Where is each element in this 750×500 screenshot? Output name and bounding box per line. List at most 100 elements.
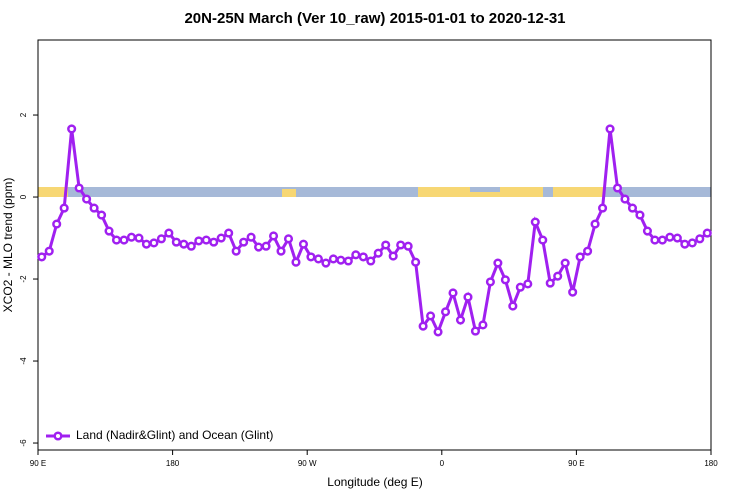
series-line [40,128,709,336]
data-point [612,183,623,193]
data-point [104,226,114,236]
data-point [186,241,196,251]
data-point [298,239,309,249]
plot-frame [37,39,712,451]
data-point [231,246,241,256]
data-point [605,124,615,134]
data-point [111,235,122,245]
data-point [156,234,166,244]
data-point [97,210,107,220]
data-point [598,203,608,213]
data-point [620,194,630,204]
x-tick-label: 180 [166,459,180,468]
data-point [74,183,84,193]
data-point [59,203,69,213]
y-tick-label: 0 [19,194,28,199]
y-axis-label: XCO2 - MLO trend (ppm) [1,178,15,313]
data-point [283,234,294,244]
data-point [261,241,271,251]
data-point [52,219,62,229]
land-mask [38,187,711,197]
data-point [306,252,316,262]
data-point [343,256,353,266]
land-patch [38,187,68,197]
data-point [463,292,473,302]
data-point [508,301,518,311]
x-tick-label: 180 [704,459,718,468]
data-point [478,320,488,330]
data-point [545,278,555,288]
x-tick-label: 90 W [298,459,317,468]
legend-label: Land (Nadir&Glint) and Ocean (Glint) [76,428,273,442]
data-point [321,258,331,268]
data-point [680,239,690,249]
data-point [246,232,256,242]
data-point [672,233,682,243]
data-point [209,237,219,247]
data-point [403,241,413,251]
data-point [493,258,503,268]
data-point [590,219,600,229]
data-point [583,246,593,256]
data-point [411,257,421,267]
data-point [89,203,99,213]
data-point [82,194,92,204]
data-point [179,239,189,249]
data-point [358,252,368,262]
data-point [216,233,226,243]
data-point [239,237,249,247]
data-point [119,235,129,245]
data-point [134,233,144,243]
data-point [448,288,458,298]
x-tick-label: 90 E [568,459,584,468]
data-point [702,228,712,238]
data-point [141,239,151,249]
x-axis-label: Longitude (deg E) [327,475,422,489]
data-point [695,234,705,244]
y-tick-label: -6 [19,439,28,447]
data-point [568,287,578,297]
legend-marker [53,431,63,441]
x-tick-label: 90 E [30,459,46,468]
data-point [388,251,398,261]
data-point [67,124,77,134]
data-point [538,235,548,245]
x-tick-label: 0 [440,459,445,468]
data-point [201,235,211,245]
data-point [149,238,159,248]
data-point [396,240,406,250]
data-point [313,254,323,264]
land-patch [282,189,296,197]
chart-title: 20N-25N March (Ver 10_raw) 2015-01-01 to… [184,10,565,27]
data-point [470,326,481,336]
data-point [328,254,338,264]
data-point [523,279,533,289]
data-point [560,258,570,268]
land-patch [553,187,605,197]
data-point [635,210,645,220]
data-point [687,238,697,248]
data-point [455,315,466,325]
data-point [373,248,383,258]
y-tick-label: -4 [19,357,28,365]
y-tick-label: -2 [19,275,28,283]
data-point [44,246,54,256]
data-point [485,277,495,287]
data-point [37,252,47,262]
data-point [291,257,301,267]
data-point [418,321,428,331]
data-point [171,237,181,247]
data-point [530,217,540,227]
data-point [126,232,137,242]
data-point [276,246,286,256]
data-point [381,240,391,250]
y-tick-label: 2 [19,112,28,117]
data-point [515,282,525,292]
ocean-band [38,187,711,197]
data-point [665,232,675,242]
data-point [269,231,279,241]
ocean-patch [470,187,500,192]
data-point [627,203,638,213]
